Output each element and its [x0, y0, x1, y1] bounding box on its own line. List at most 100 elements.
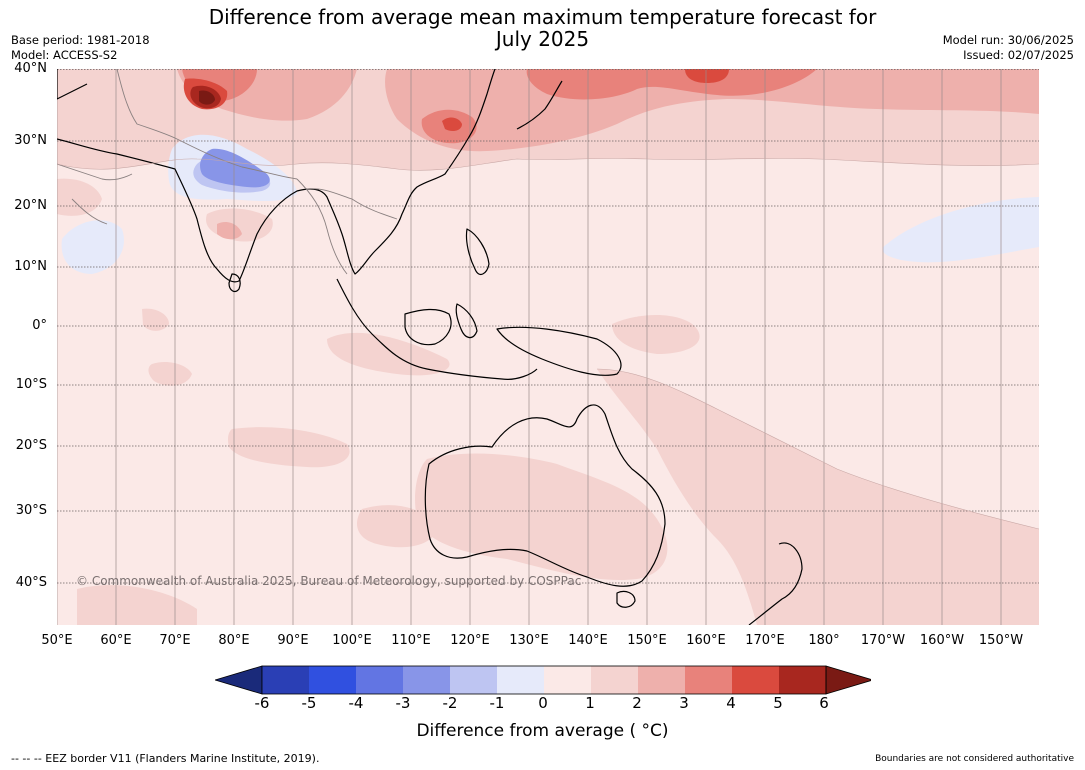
colorbar-tick-3: 3: [679, 694, 689, 712]
title-line-2: July 2025: [495, 27, 590, 51]
lat-label-20n: 20°N: [14, 198, 47, 213]
colorbar-extend-low: [213, 665, 263, 695]
colorbar-tick-neg3: -3: [395, 694, 411, 712]
lon-label-160e: 160°E: [686, 633, 726, 648]
colorbar-segment: [544, 666, 591, 694]
lon-label-170w: 170°W: [860, 633, 906, 648]
colorbar-segment: [309, 666, 356, 694]
colorbar-segment: [638, 666, 685, 694]
lat-label-10s: 10°S: [15, 377, 47, 392]
colorbar-extend-high: [825, 665, 875, 695]
lat-label-30s: 30°S: [15, 503, 47, 518]
colorbar-tick-2: 2: [632, 694, 642, 712]
colorbar-tick-neg5: -5: [301, 694, 317, 712]
meta-left: Base period: 1981-2018 Model: ACCESS-S2: [11, 33, 150, 63]
anomaly-band-neg1-0-arabian-sea: [61, 220, 124, 274]
colorbar: [213, 665, 875, 699]
colorbar-tick-0: 0: [538, 694, 548, 712]
middle-east-coastline: [57, 69, 88, 100]
sumatra-java-coastline: [336, 278, 538, 380]
anomaly-map: © Commonwealth of Australia 2025, Bureau…: [57, 69, 1039, 625]
lat-label-equator: 0°: [32, 318, 47, 333]
new-zealand-coastline: [748, 542, 803, 625]
colorbar-label: Difference from average ( °C): [416, 721, 669, 741]
sri-lanka-coastline: [228, 273, 241, 293]
lon-label-120e: 120°E: [450, 633, 490, 648]
colorbar-tick-4: 4: [726, 694, 736, 712]
longitude-gridlines: [57, 69, 1002, 625]
new-guinea-coastline: [496, 326, 622, 376]
title-line-1: Difference from average mean maximum tem…: [208, 5, 877, 29]
lon-label-170e: 170°E: [745, 633, 785, 648]
lon-label-100e: 100°E: [332, 633, 372, 648]
colorbar-tick-neg4: -4: [348, 694, 364, 712]
philippines-coastline: [465, 228, 490, 276]
lat-label-40s: 40°S: [15, 575, 47, 590]
lon-label-140e: 140°E: [568, 633, 608, 648]
anomaly-band-1-2-southern-ocean: [77, 585, 197, 625]
contour-outlines: [57, 158, 1039, 530]
lon-label-60e: 60°E: [100, 633, 132, 648]
anomaly-band-1-2-arabia: [57, 178, 102, 216]
sulawesi-coastline: [455, 303, 478, 339]
colorbar-tick-5: 5: [773, 694, 783, 712]
model-run: Model run: 30/06/2025: [942, 33, 1074, 47]
colorbar-svg: [213, 665, 875, 695]
lon-label-150e: 150°E: [627, 633, 667, 648]
lon-label-50e: 50°E: [41, 633, 73, 648]
lat-label-40n: 40°N: [14, 61, 47, 76]
eez-footnote: -- -- -- EEZ border V11 (Flanders Marine…: [11, 752, 320, 765]
lon-label-110e: 110°E: [391, 633, 431, 648]
colorbar-segment: [497, 666, 544, 694]
anomaly-band-1-2-indian-ocean-4: [142, 308, 169, 331]
anomaly-band-neg3-neg2-india: [200, 148, 270, 188]
colorbar-segment: [262, 666, 309, 694]
colorbar-tick-neg2: -2: [442, 694, 458, 712]
colorbar-border: [261, 665, 827, 695]
colorbar-segment: [732, 666, 779, 694]
anomaly-band-1-2-new-guinea: [612, 314, 700, 354]
colorbar-segment: [450, 666, 497, 694]
anomaly-band-3-4-north: [526, 69, 817, 100]
country-borders: [57, 69, 398, 275]
coastlines: [57, 69, 803, 625]
lat-label-10n: 10°N: [14, 259, 47, 274]
lon-label-80e: 80°E: [218, 633, 250, 648]
model-name: Model: ACCESS-S2: [11, 48, 118, 62]
anomaly-band-1-2-indian-ocean-3: [148, 362, 192, 386]
map-panel: © Commonwealth of Australia 2025, Bureau…: [57, 69, 1039, 625]
anomaly-band-1-2-indian-ocean-2: [357, 505, 437, 548]
anomaly-band-1-2-australia: [415, 453, 668, 580]
anomaly-band-4-5-china: [442, 117, 462, 132]
colorbar-segment: [356, 666, 403, 694]
boundary-disclaimer: Boundaries are not considered authoritat…: [875, 754, 1074, 764]
anomaly-band-4-5-pacific: [685, 69, 729, 83]
asia-coastline: [57, 69, 496, 283]
copyright-text: © Commonwealth of Australia 2025, Bureau…: [76, 574, 581, 588]
anomaly-band-over-6: [199, 90, 215, 105]
tasmania-coastline: [616, 590, 636, 608]
lon-label-130e: 130°E: [509, 633, 549, 648]
issued-date: Issued: 02/07/2025: [963, 48, 1074, 62]
lon-label-90e: 90°E: [277, 633, 309, 648]
anomaly-band-2-3-india-south: [217, 222, 242, 240]
lon-label-70e: 70°E: [159, 633, 191, 648]
lat-label-20s: 20°S: [15, 438, 47, 453]
lon-label-180: 180°: [808, 633, 840, 648]
colorbar-segment: [403, 666, 450, 694]
lon-label-160w: 160°W: [919, 633, 965, 648]
australia-coastline: [424, 404, 666, 587]
colorbar-segment: [591, 666, 638, 694]
borneo-coastline: [404, 308, 452, 346]
colorbar-segment: [779, 666, 826, 694]
colorbar-tick-1: 1: [585, 694, 595, 712]
base-period: Base period: 1981-2018: [11, 33, 150, 47]
anomaly-band-neg1-0-pacific: [882, 197, 1039, 263]
anomaly-band-1-2-indian-ocean-1: [228, 427, 350, 468]
meta-right: Model run: 30/06/2025 Issued: 02/07/2025: [943, 33, 1074, 63]
lon-label-150w: 150°W: [978, 633, 1024, 648]
lat-label-30n: 30°N: [14, 133, 47, 148]
colorbar-tick-neg1: -1: [489, 694, 505, 712]
map-title: Difference from average mean maximum tem…: [0, 6, 1085, 50]
japan-coastline: [516, 80, 563, 130]
